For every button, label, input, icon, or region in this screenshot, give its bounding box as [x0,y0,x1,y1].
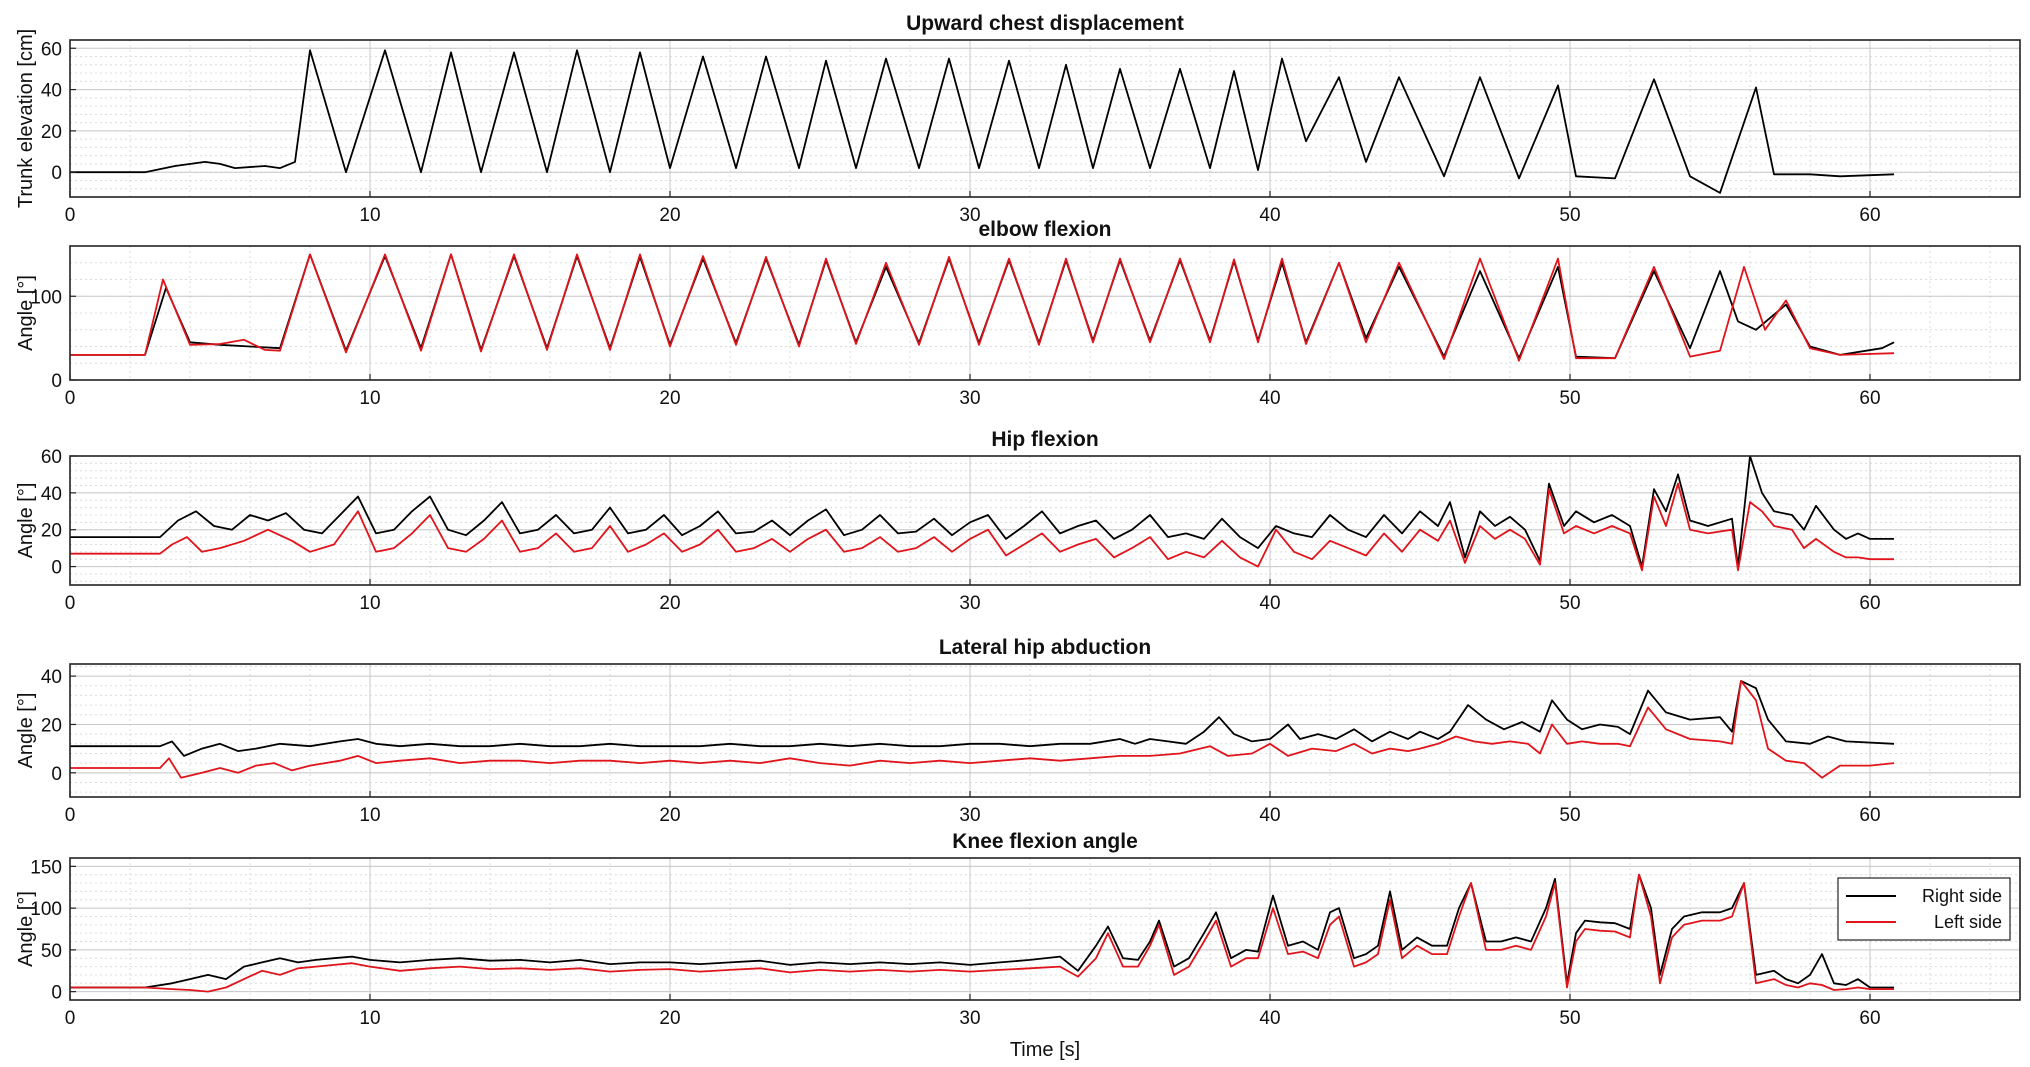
series-line-right-side [70,680,1895,757]
x-tick-label: 20 [659,388,680,409]
panel-4: 0 10 20 30 40 50 60 0 20 40 Lateral hip abduction A… [15,636,2021,826]
x-tick-label: 10 [359,593,380,614]
x-tick-label: 60 [1859,388,1880,409]
y-axis-label: Angle [°] [15,891,37,967]
panel-1: 0 10 20 30 40 50 60 0 20 40 60 Upward chest displac… [15,12,2021,226]
x-tick-label: 50 [1559,205,1580,226]
plot-area [70,40,2020,197]
y-tick-label: 20 [41,521,62,542]
axes-frame [69,245,2021,381]
y-tick-label: 60 [41,39,62,60]
series-line-left-side [70,873,1894,993]
y-tick-label: 40 [41,81,62,102]
y-tick-label: 40 [41,484,62,505]
y-tick-label: 100 [30,287,62,308]
y-tick-label: 0 [51,371,62,392]
x-tick-label: 0 [65,593,76,614]
x-tick-label: 0 [65,805,76,826]
x-tick-label: 0 [65,205,76,226]
plot-area [70,664,2020,797]
panel-title: elbow flexion [978,218,1111,241]
y-axis-label: Trunk elevation [cm] [15,29,37,208]
x-tick-label: 50 [1559,805,1580,826]
series-line-trunk [70,49,1895,194]
plot-area [70,858,2020,1000]
y-tick-label: 0 [51,163,62,184]
y-tick-label: 20 [41,715,62,736]
series-line-left-side [70,680,1895,779]
axes-frame [69,39,2021,198]
panel-3: 0 10 20 30 40 50 60 0 20 40 60 Hip flexion Angle [°] [15,428,2021,614]
x-axis-label: Time [s] [1010,1039,1080,1061]
x-tick-label: 50 [1559,388,1580,409]
y-tick-label: 20 [41,122,62,143]
x-tick-label: 0 [65,388,76,409]
axes-frame [69,857,2021,1001]
x-tick-label: 60 [1859,593,1880,614]
x-tick-label: 50 [1559,1008,1580,1029]
x-tick-label: 20 [659,205,680,226]
legend: Right side Left side [1837,877,2011,941]
series-line-left-side [70,482,1894,572]
x-tick-label: 40 [1259,805,1280,826]
x-tick-label: 0 [65,1008,76,1029]
x-tick-label: 20 [659,593,680,614]
axes-frame [69,663,2021,798]
x-tick-label: 10 [359,1008,380,1029]
x-tick-label: 60 [1859,805,1880,826]
y-axis-label: Angle [°] [15,483,37,559]
legend-label: Left side [1934,912,2002,932]
x-tick-label: 30 [959,388,980,409]
x-tick-label: 40 [1259,205,1280,226]
x-tick-label: 30 [959,1008,980,1029]
panel-title: Hip flexion [991,428,1098,451]
y-tick-label: 100 [30,899,62,920]
x-tick-label: 10 [359,805,380,826]
x-tick-label: 30 [959,593,980,614]
panel-5: 0 10 20 30 40 50 60 0 50 100 150 Knee flexion angle… [15,830,2021,1061]
y-tick-label: 60 [41,447,62,468]
x-tick-label: 60 [1859,1008,1880,1029]
x-tick-label: 10 [359,388,380,409]
y-tick-label: 50 [41,941,62,962]
panel-title: Knee flexion angle [952,830,1138,853]
panel-title: Upward chest displacement [906,12,1184,35]
x-tick-label: 60 [1859,205,1880,226]
panel-2: 0 10 20 30 40 50 60 0 100 elbow flexion Angle [°] [15,218,2021,409]
y-axis-label: Angle [°] [15,693,37,769]
axes-frame [69,455,2021,586]
x-tick-label: 40 [1259,593,1280,614]
legend-box [1837,877,2011,941]
y-tick-label: 0 [51,558,62,579]
x-tick-label: 30 [959,805,980,826]
x-tick-label: 40 [1259,1008,1280,1029]
x-tick-label: 40 [1259,388,1280,409]
y-tick-label: 0 [51,983,62,1004]
x-tick-label: 10 [359,205,380,226]
legend-label: Right side [1922,886,2002,906]
series-line-left-side [70,253,1895,362]
x-tick-label: 50 [1559,593,1580,614]
y-tick-label: 40 [41,667,62,688]
series-line-right-side [70,456,1894,568]
plot-area [70,456,2020,585]
y-tick-label: 0 [51,764,62,785]
panel-title: Lateral hip abduction [939,636,1151,659]
y-axis-label: Angle [°] [15,275,37,351]
x-tick-label: 20 [659,1008,680,1029]
series-line-right-side [70,873,1894,989]
y-tick-label: 150 [30,857,62,878]
x-tick-label: 30 [959,205,980,226]
x-tick-label: 20 [659,805,680,826]
